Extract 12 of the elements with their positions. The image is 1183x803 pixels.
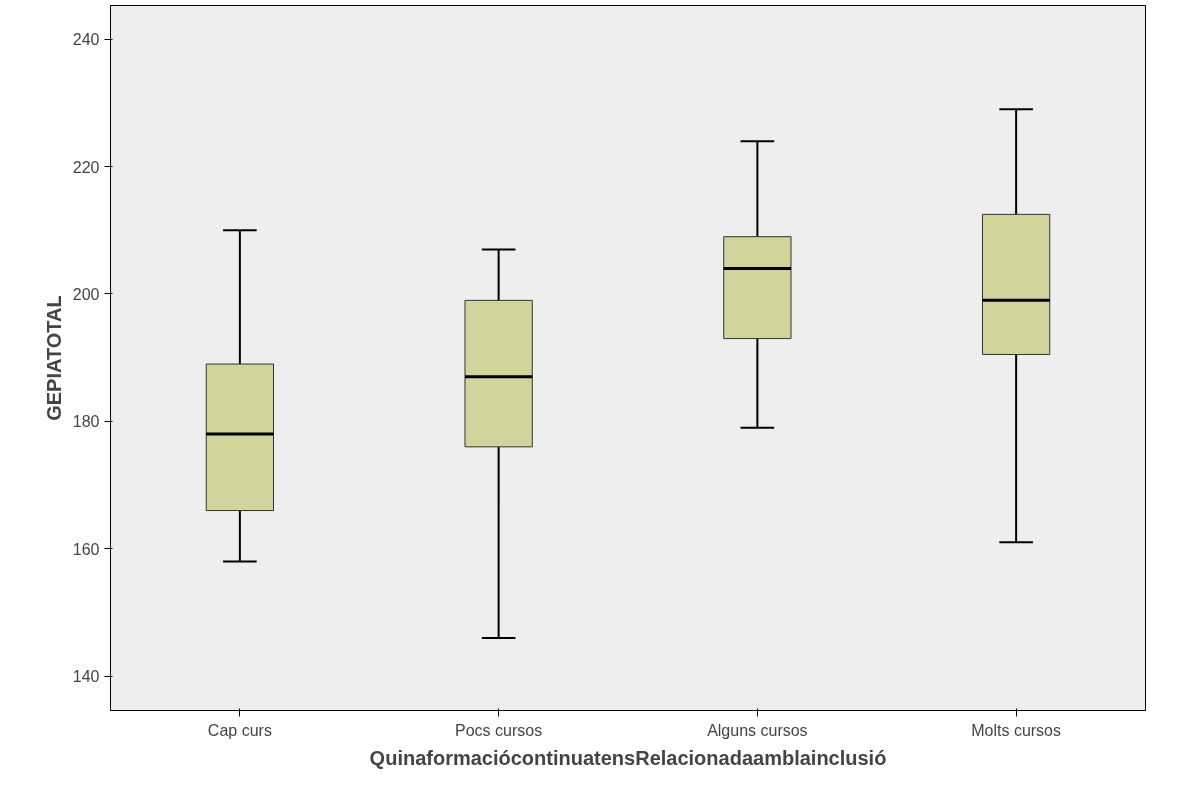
y-tick-label: 180 (72, 413, 100, 431)
x-tick-label: Alguns cursos (707, 721, 808, 739)
x-tick-label: Cap curs (207, 721, 272, 739)
y-tick-label: 240 (72, 31, 100, 49)
y-tick-label: 220 (72, 158, 100, 176)
x-tick-label: Pocs cursos (455, 721, 543, 739)
y-tick-label: 200 (72, 286, 100, 303)
x-tick-label: Molts cursos (971, 721, 1062, 739)
y-tick-label: 140 (72, 668, 100, 686)
x-axis-title: QuinaformaciócontinuatensRelacionadaamblainclusió (369, 746, 887, 769)
y-tick-label: 160 (72, 540, 100, 558)
y-axis-title: GEPIATOTAL (42, 295, 65, 421)
